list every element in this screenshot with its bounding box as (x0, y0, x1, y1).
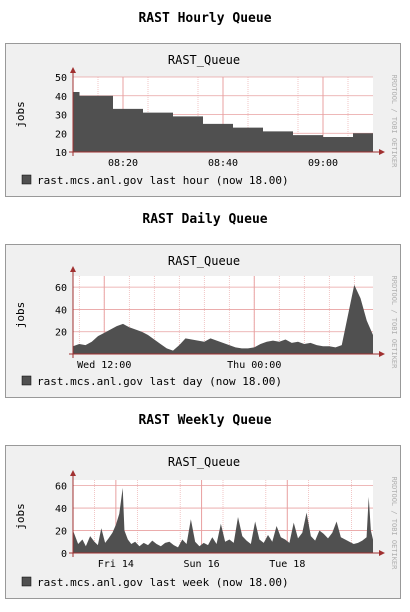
y-axis-label: jobs (14, 302, 27, 329)
watermark: RRDTOOL / TOBI OETIKER (390, 75, 398, 169)
hourly-section-title: RAST Hourly Queue (138, 11, 272, 26)
y-tick-label: 20 (55, 129, 67, 140)
legend-label: rast.mcs.anl.gov last week (now 18.00) (37, 576, 289, 589)
legend-swatch (21, 576, 32, 587)
legend-label: rast.mcs.anl.gov last hour (now 18.00) (37, 174, 289, 187)
x-tick-label: 08:40 (208, 158, 238, 169)
watermark: RRDTOOL / TOBI OETIKER (390, 477, 398, 571)
x-axis-arrow (379, 351, 385, 357)
x-tick-label: Wed 12:00 (77, 360, 131, 371)
x-tick-label: 08:20 (108, 158, 138, 169)
y-axis-label: jobs (14, 101, 27, 128)
y-tick-label: 40 (55, 305, 67, 316)
y-tick-label: 60 (55, 283, 67, 294)
y-tick-label: 40 (55, 504, 67, 515)
y-axis-label: jobs (14, 503, 27, 530)
plot-title: RAST_Queue (168, 455, 240, 469)
watermark: RRDTOOL / TOBI OETIKER (390, 276, 398, 370)
y-tick-label: 60 (55, 482, 67, 493)
series-area (73, 284, 373, 354)
weekly-chart: RAST_Queue 0 20 40 60 Fri 14 Sun 16 Tue 18 jobs R… (5, 445, 401, 599)
hourly-chart-canvas: RAST_Queue 10 20 30 40 50 08:20 08:40 09:00 jobs R… (14, 53, 398, 187)
x-axis-arrow (379, 149, 385, 155)
weekly-section-title: RAST Weekly Queue (138, 413, 272, 428)
hourly-chart: RAST_Queue 10 20 30 40 50 08:20 08:40 09:00 jobs R… (5, 43, 401, 197)
y-tick-label: 30 (55, 111, 67, 122)
series-area (73, 92, 373, 152)
y-tick-label: 10 (55, 148, 67, 159)
y-tick-label: 20 (55, 328, 67, 339)
legend-label: rast.mcs.anl.gov last day (now 18.00) (37, 375, 282, 388)
daily-section-title: RAST Daily Queue (142, 212, 268, 227)
y-tick-label: 50 (55, 73, 67, 84)
x-tick-label: 09:00 (308, 158, 338, 169)
y-tick-label: 20 (55, 527, 67, 538)
plot-title: RAST_Queue (168, 254, 240, 268)
daily-chart: RAST_Queue 20 40 60 Wed 12:00 Thu 00:00 jobs RR… (5, 244, 401, 398)
x-tick-label: Sun 16 (184, 559, 220, 570)
weekly-chart-canvas: RAST_Queue 0 20 40 60 Fri 14 Sun 16 Tue 18 jobs R… (14, 455, 398, 589)
x-tick-label: Tue 18 (269, 559, 305, 570)
x-axis-arrow (379, 550, 385, 556)
y-tick-label: 40 (55, 92, 67, 103)
y-axis-arrow (70, 266, 76, 272)
x-tick-label: Fri 14 (98, 559, 134, 570)
legend-swatch (21, 174, 32, 185)
legend-swatch (21, 375, 32, 386)
series-area (73, 487, 373, 553)
y-axis-arrow (70, 67, 76, 73)
y-tick-label: 0 (61, 549, 67, 560)
y-axis-arrow (70, 470, 76, 476)
x-tick-label: Thu 00:00 (227, 360, 281, 371)
daily-chart-canvas: RAST_Queue 20 40 60 Wed 12:00 Thu 00:00 jobs RR… (14, 254, 398, 388)
plot-title: RAST_Queue (168, 53, 240, 67)
